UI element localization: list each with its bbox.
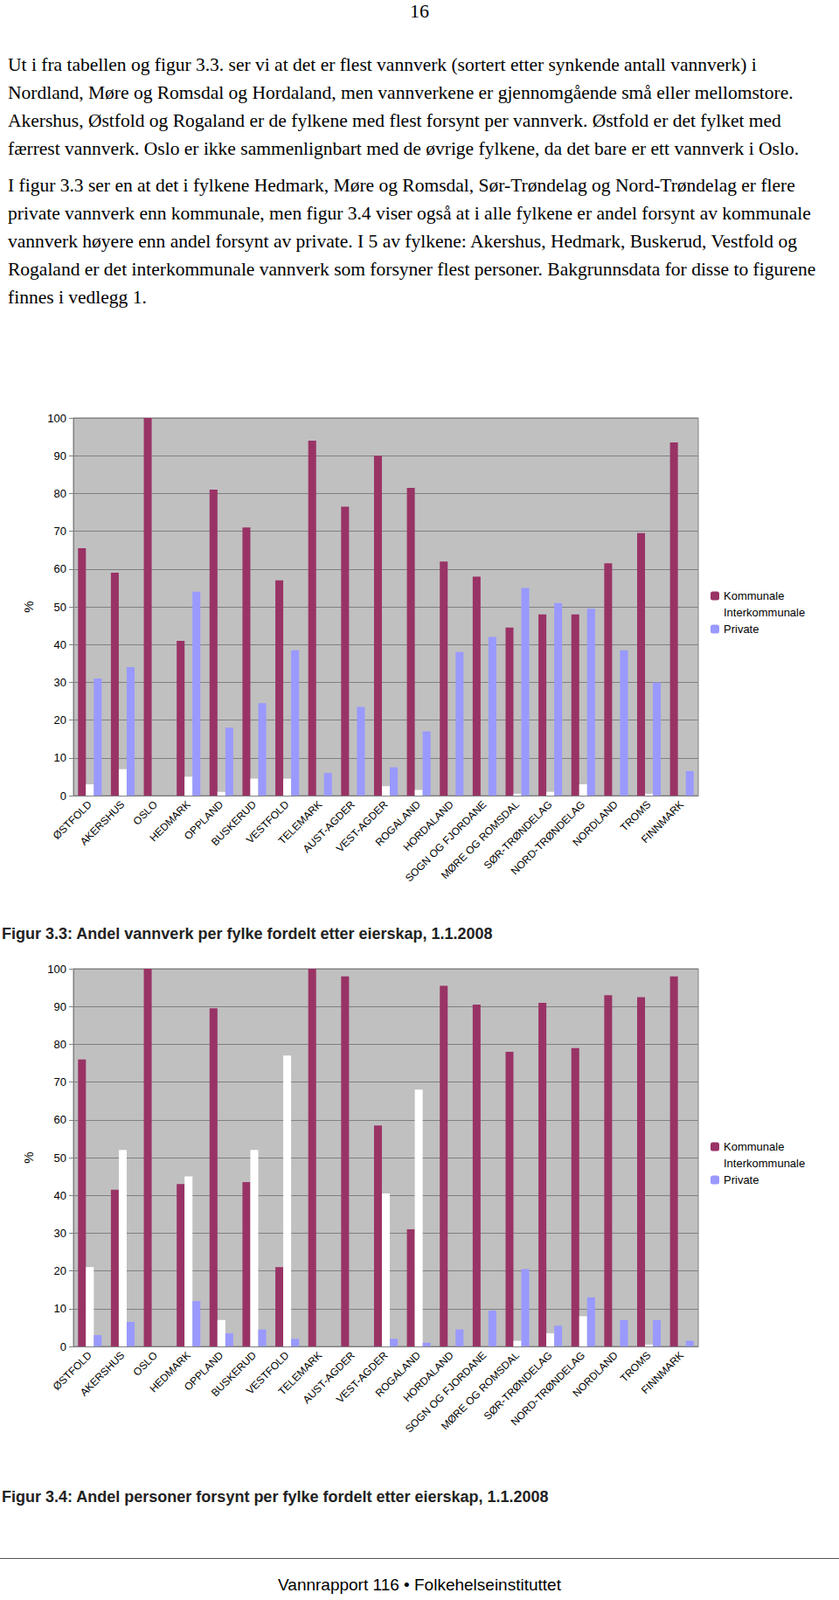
html-text:16: 16 [409, 0, 430, 22]
svg-text:TROMS: TROMS [617, 1348, 654, 1385]
svg-text:Private: Private [723, 1172, 759, 1186]
svg-text:FINNMARK: FINNMARK [638, 797, 687, 846]
svg-text:Kommunale: Kommunale [723, 589, 784, 603]
svg-text:VESTFOLD: VESTFOLD [243, 798, 292, 846]
svg-text:90: 90 [54, 449, 67, 463]
svg-text:SØR-TRØNDELAG: SØR-TRØNDELAG [481, 798, 555, 872]
svg-text:40: 40 [54, 1188, 67, 1202]
html-text:Ut i fra tabellen og figur 3.3: Ut i fra tabellen og figur 3.3. ser vi a… [7, 54, 799, 160]
svg-text:AKERSHUS: AKERSHUS [77, 1348, 128, 1399]
svg-text:80: 80 [54, 1037, 67, 1051]
svg-text:10: 10 [54, 750, 67, 764]
html-text:Figur 3.4: Andel personer fors: Figur 3.4: Andel personer forsynt per fy… [1, 1487, 549, 1505]
svg-text:Interkommunale: Interkommunale [723, 1156, 805, 1170]
svg-text:TELEMARK: TELEMARK [275, 798, 325, 847]
svg-text:OSLO: OSLO [131, 797, 160, 827]
svg-text:100: 100 [47, 411, 67, 425]
svg-text:AUST-AGDER: AUST-AGDER [300, 1348, 358, 1406]
svg-text:Kommunale: Kommunale [723, 1139, 784, 1153]
svg-text:ROGALAND: ROGALAND [372, 1348, 424, 1399]
svg-text:FINNMARK: FINNMARK [638, 1348, 687, 1396]
svg-text:%: % [20, 600, 36, 612]
svg-text:VEST-AGDER: VEST-AGDER [333, 1348, 391, 1405]
svg-text:VEST-AGDER: VEST-AGDER [333, 798, 391, 855]
svg-text:70: 70 [54, 1074, 67, 1089]
svg-text:0: 0 [60, 1339, 67, 1353]
html-text:Vannrapport 116 • Folkehelsein: Vannrapport 116 • Folkehelseinstituttet [278, 1574, 561, 1594]
svg-text:BUSKERUD: BUSKERUD [208, 798, 259, 848]
svg-text:50: 50 [54, 600, 67, 614]
svg-text:SØR-TRØNDELAG: SØR-TRØNDELAG [481, 1348, 555, 1422]
svg-text:%: % [20, 1151, 36, 1163]
svg-text:30: 30 [54, 675, 67, 689]
html-text:Figur 3.3: Andel vannverk per: Figur 3.3: Andel vannverk per fylke ford… [1, 924, 493, 943]
svg-text:NORDLAND: NORDLAND [569, 797, 621, 849]
svg-text:AUST-AGDER: AUST-AGDER [300, 798, 358, 855]
svg-text:0: 0 [60, 789, 67, 803]
svg-text:90: 90 [54, 999, 67, 1013]
svg-text:OPPLAND: OPPLAND [181, 798, 226, 843]
svg-text:MØRE OG ROMSDAL: MØRE OG ROMSDAL [438, 798, 522, 882]
svg-text:HEDMARK: HEDMARK [147, 1348, 193, 1395]
svg-text:40: 40 [54, 637, 67, 652]
svg-text:20: 20 [54, 1263, 67, 1277]
svg-text:OPPLAND: OPPLAND [181, 1348, 226, 1393]
svg-text:OSLO: OSLO [131, 1348, 160, 1378]
svg-text:TROMS: TROMS [617, 798, 654, 834]
svg-text:SOGN OG FJORDANE: SOGN OG FJORDANE [402, 1348, 489, 1435]
svg-text:MØRE OG ROMSDAL: MØRE OG ROMSDAL [438, 1348, 522, 1432]
svg-text:SOGN OG FJORDANE: SOGN OG FJORDANE [402, 798, 489, 885]
svg-text:HEDMARK: HEDMARK [147, 798, 193, 844]
svg-text:BUSKERUD: BUSKERUD [208, 1348, 259, 1399]
svg-text:NORD-TRØNDELAG: NORD-TRØNDELAG [508, 798, 588, 878]
svg-text:ROGALAND: ROGALAND [372, 798, 424, 849]
html-text:I figur 3.3 ser en at det i fy: I figur 3.3 ser en at det i fylkene Hedm… [7, 174, 816, 308]
svg-text:20: 20 [54, 713, 67, 727]
svg-text:ØSTFOLD: ØSTFOLD [50, 1348, 95, 1393]
svg-text:100: 100 [47, 962, 67, 976]
svg-text:70: 70 [54, 524, 67, 538]
svg-text:ØSTFOLD: ØSTFOLD [50, 798, 95, 842]
svg-text:NORDLAND: NORDLAND [569, 1348, 621, 1400]
svg-text:80: 80 [54, 486, 67, 500]
svg-text:Private: Private [723, 622, 759, 636]
svg-text:60: 60 [54, 1112, 67, 1126]
svg-text:NORD-TRØNDELAG: NORD-TRØNDELAG [508, 1348, 588, 1428]
svg-text:30: 30 [54, 1226, 67, 1240]
svg-text:TELEMARK: TELEMARK [275, 1348, 325, 1398]
svg-text:HORDALAND: HORDALAND [400, 798, 456, 854]
svg-text:Interkommunale: Interkommunale [723, 605, 805, 619]
svg-text:AKERSHUS: AKERSHUS [77, 797, 128, 848]
svg-text:VESTFOLD: VESTFOLD [243, 1348, 292, 1397]
svg-text:60: 60 [54, 561, 67, 576]
svg-text:50: 50 [54, 1151, 67, 1165]
svg-text:HORDALAND: HORDALAND [400, 1348, 456, 1404]
svg-text:10: 10 [54, 1301, 67, 1315]
